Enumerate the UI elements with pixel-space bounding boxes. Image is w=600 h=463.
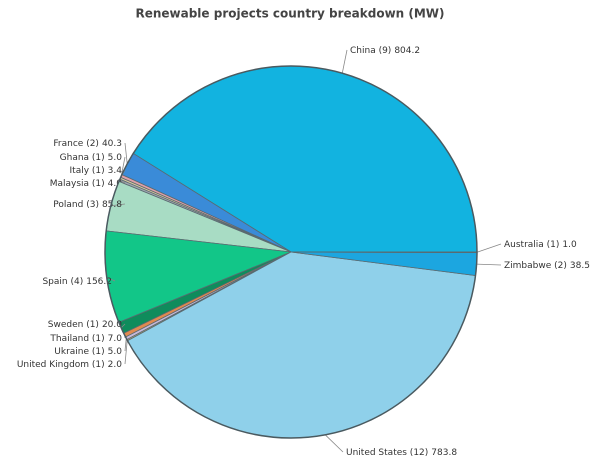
slice-category: United States (12): [346, 448, 428, 458]
leader-line: [124, 338, 127, 352]
pie-outline: [104, 65, 478, 439]
slice-value: 7.0: [108, 334, 123, 344]
slice-label: China (9) 804.2: [350, 46, 420, 56]
slice-label: France (2) 40.3: [53, 139, 122, 149]
slice-category: Ukraine (1): [54, 347, 104, 357]
slice-value: 1.0: [562, 240, 577, 250]
slice-label: Spain (4) 156.2: [42, 277, 112, 287]
slice-value: 5.0: [108, 347, 123, 357]
slice-value: 804.2: [394, 46, 420, 56]
slice-category: Italy (1): [70, 166, 105, 176]
slice-value: 5.0: [108, 153, 123, 163]
slice-label: Sweden (1) 20.0: [48, 320, 123, 330]
leader-line: [120, 323, 126, 329]
slice-label: Thailand (1) 7.0: [49, 334, 122, 344]
slice-label: Ghana (1) 5.0: [60, 153, 123, 163]
slice-category: Thailand (1): [49, 334, 104, 344]
leader-line: [124, 340, 128, 365]
slice-label: Poland (3) 85.8: [53, 200, 122, 210]
leader-line: [324, 434, 344, 453]
slice-value: 38.5: [570, 261, 590, 271]
slice-value: 20.0: [102, 320, 122, 330]
slice-label: Zimbabwe (2) 38.5: [504, 261, 590, 271]
slice-value: 783.8: [431, 448, 457, 458]
slice-value: 40.3: [102, 139, 122, 149]
slice-value: 4.0: [108, 179, 123, 189]
slice-category: China (9): [350, 46, 391, 56]
slice-label: Australia (1) 1.0: [504, 240, 577, 250]
slice-value: 156.2: [86, 277, 112, 287]
leader-line: [106, 277, 116, 282]
slice-category: France (2): [53, 139, 99, 149]
slice-label: Malaysia (1) 4.0: [50, 179, 123, 189]
leader-line: [110, 203, 126, 207]
chart-title: Renewable projects country breakdown (MW…: [135, 7, 444, 21]
leader-line: [124, 142, 128, 164]
slice-value: 2.0: [108, 360, 123, 370]
leader-line: [476, 243, 502, 253]
slice-value: 3.4: [108, 166, 123, 176]
slice-category: United Kingdom (1): [17, 360, 105, 370]
slice-category: Malaysia (1): [50, 179, 105, 189]
slice-category: Sweden (1): [48, 320, 99, 330]
slice-label: United Kingdom (1) 2.0: [17, 360, 122, 370]
leader-line: [341, 49, 348, 74]
slice-value: 85.8: [102, 200, 122, 210]
leader-line: [119, 179, 126, 184]
slice-label: United States (12) 783.8: [346, 448, 457, 458]
slice-label: Italy (1) 3.4: [70, 166, 123, 176]
leader-line: [476, 263, 502, 266]
slice-label: Ukraine (1) 5.0: [54, 347, 122, 357]
slice-category: Poland (3): [53, 200, 99, 210]
slice-category: Spain (4): [42, 277, 83, 287]
slice-category: Australia (1): [504, 240, 559, 250]
slice-category: Zimbabwe (2): [504, 261, 567, 271]
slice-category: Ghana (1): [60, 153, 105, 163]
